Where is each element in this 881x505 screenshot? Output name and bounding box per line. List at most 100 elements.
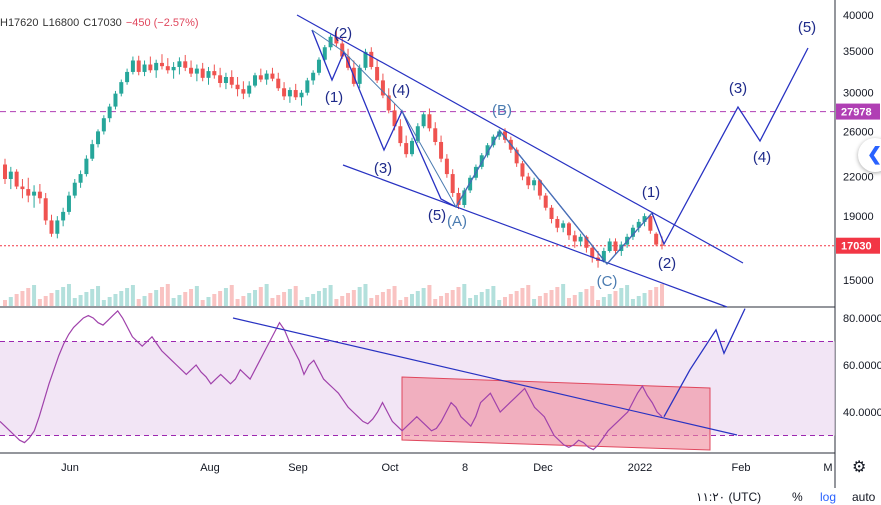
candle-body — [154, 62, 159, 71]
volume-bar — [194, 286, 199, 306]
volume-bar — [497, 300, 502, 306]
candle-body — [194, 68, 199, 74]
candle-body — [537, 180, 542, 196]
oscillator-line — [0, 309, 663, 451]
volume-bar — [607, 294, 612, 306]
volume-bar — [351, 290, 356, 306]
candle-body — [229, 76, 234, 85]
volume-bar — [3, 300, 7, 306]
candle-body — [439, 141, 444, 159]
candle-body — [165, 66, 170, 71]
time-tick-label: 2022 — [628, 462, 652, 474]
candle-body — [648, 216, 653, 231]
volume-bar — [287, 289, 292, 306]
candle-body — [654, 233, 659, 245]
volume-bar — [142, 296, 147, 306]
volume-bar — [485, 289, 490, 306]
price-tag-label: 27978 — [841, 107, 872, 119]
volume-bar — [450, 290, 455, 306]
candle-body — [305, 80, 310, 93]
volume-bar — [253, 290, 258, 306]
volume-bar — [334, 299, 339, 306]
candle-body — [468, 177, 473, 191]
candle-body — [159, 62, 164, 67]
price-tick-label: 26000 — [843, 126, 874, 138]
candle-body — [84, 158, 89, 175]
wave-label: (A) — [447, 213, 467, 230]
candle-body — [3, 164, 7, 179]
volume-bar — [363, 284, 368, 306]
candle-body — [282, 88, 287, 97]
wave-label: (3) — [729, 80, 747, 97]
volume-bar — [212, 294, 217, 306]
volume-bar — [61, 287, 66, 306]
candle-body — [43, 198, 48, 221]
volume-bar — [49, 293, 54, 306]
ohlc-close: C17030 — [83, 17, 122, 29]
volume-bar — [322, 288, 327, 306]
volume-bar — [78, 295, 83, 306]
candle-body — [514, 149, 519, 164]
candle-body — [26, 189, 31, 196]
ohlc-low: L16800 — [42, 17, 80, 29]
volume-bar — [409, 294, 414, 306]
volume-bar — [229, 285, 234, 306]
percent-toggle[interactable]: % — [792, 490, 803, 504]
wave-label: (B) — [492, 102, 512, 119]
volume-bar — [311, 294, 316, 306]
price-tick-label: 15000 — [843, 275, 874, 287]
candle-body — [572, 235, 577, 242]
price-tick-label: 40000 — [843, 10, 874, 22]
candle-body — [107, 106, 112, 119]
candle-body — [299, 92, 304, 98]
candle-body — [49, 220, 54, 234]
candle-body — [549, 207, 554, 219]
volume-bar — [96, 286, 101, 306]
candle-body — [520, 163, 525, 177]
volume-bar — [340, 296, 345, 306]
volume-bar — [369, 298, 374, 306]
volume-bar — [572, 295, 577, 306]
volume-bar — [456, 287, 461, 306]
ohlc-change: −450 (−2.57%) — [125, 17, 199, 29]
volume-bar — [561, 284, 566, 306]
volume-bar — [590, 286, 595, 306]
price-tick-label: 19000 — [843, 211, 874, 223]
timezone-label[interactable]: ١١:٢٠ (UTC) — [696, 490, 762, 504]
wave-path-abc — [311, 29, 653, 265]
volume-bar — [375, 295, 380, 306]
volume-bar — [630, 299, 635, 306]
volume-bar — [8, 297, 13, 306]
volume-bar — [177, 295, 182, 306]
scroll-to-realtime-button[interactable]: ❮ — [858, 138, 881, 172]
volume-bar — [159, 287, 164, 306]
auto-toggle[interactable]: auto — [852, 490, 876, 504]
candle-body — [142, 64, 147, 72]
time-tick-label: M — [823, 462, 832, 474]
volume-bar — [148, 293, 153, 306]
wave-label: (1) — [325, 89, 343, 106]
volume-bar — [72, 298, 77, 306]
candle-body — [66, 195, 71, 212]
volume-bar — [200, 300, 205, 306]
oscillator-channel — [401, 376, 711, 451]
volume-bar — [578, 292, 583, 306]
wave-label: (3) — [374, 160, 392, 177]
gear-icon[interactable]: ⚙ — [852, 459, 867, 476]
log-toggle[interactable]: log — [820, 490, 837, 504]
volume-bar — [415, 291, 420, 306]
volume-bar — [276, 295, 281, 306]
volume-bar — [503, 297, 508, 306]
candle-body — [590, 247, 595, 258]
volume-bar — [136, 299, 141, 306]
candle-body — [258, 75, 263, 80]
volume-bar — [549, 290, 554, 306]
candle-body — [415, 126, 420, 141]
channel-upper-line — [296, 14, 744, 264]
candle-body — [322, 47, 327, 60]
candle-body — [119, 82, 124, 94]
candle-body — [584, 236, 589, 248]
wave-label: (C) — [597, 273, 618, 290]
candle-body — [555, 218, 560, 228]
